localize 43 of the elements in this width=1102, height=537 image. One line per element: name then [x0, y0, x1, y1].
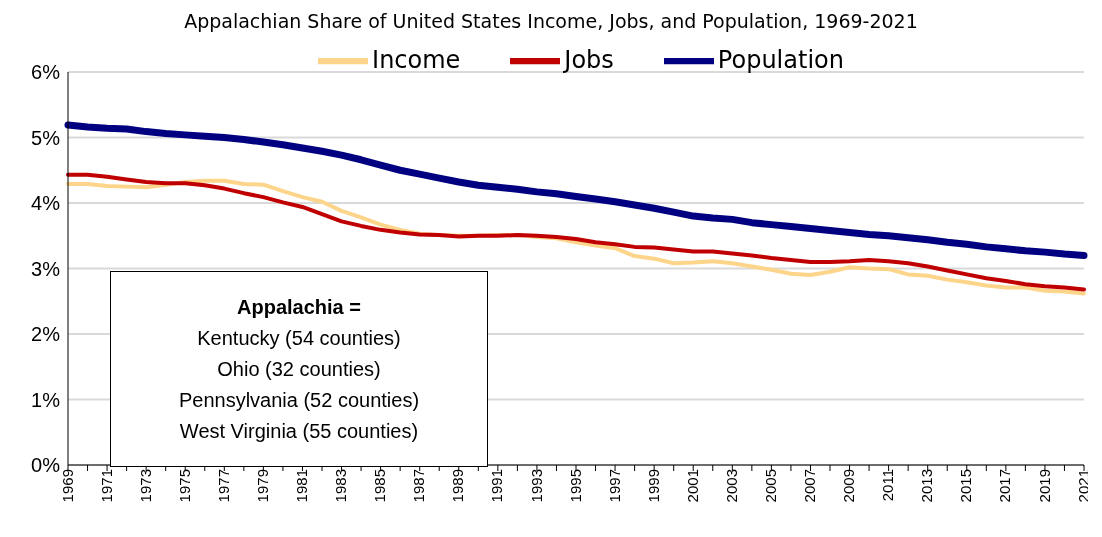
y-tick-label: 0% [31, 454, 61, 477]
x-tick-label: 1991 [488, 469, 506, 503]
x-tick-label: 1997 [605, 469, 623, 503]
y-tick-label: 6% [31, 61, 61, 84]
annotation: Ohio (32 counties) [217, 356, 381, 382]
x-tick-label: 2005 [762, 469, 780, 503]
x-tick-label: 2011 [879, 469, 897, 502]
x-tick-label: 1987 [410, 469, 428, 503]
y-tick-label: 3% [31, 257, 61, 280]
y-tick-label: 1% [31, 388, 61, 411]
x-tick-label: 2019 [1035, 469, 1053, 503]
x-tick-label: 1975 [175, 469, 193, 503]
x-tick-label: 1979 [254, 469, 272, 503]
legend-label: Jobs [564, 46, 614, 74]
annotation: Pennsylvania (52 counties) [178, 387, 420, 413]
x-tick-label: 1971 [97, 469, 115, 503]
x-tick-label: 1983 [332, 469, 350, 503]
y-tick-label: 4% [31, 192, 61, 215]
annotation: Appalachia = [237, 294, 361, 320]
x-tick-label: 1969 [58, 469, 76, 503]
x-tick-label: 2013 [918, 469, 936, 503]
x-tick-label: 1995 [566, 469, 584, 503]
legend-label: Population [717, 46, 844, 74]
x-tick-label: 2007 [801, 469, 819, 503]
x-tick-label: 1989 [449, 469, 467, 503]
x-tick-label: 1973 [136, 469, 154, 503]
x-tick-label: 1981 [293, 469, 311, 503]
chart-title: Appalachian Share of United States Income, Jobs, and Population, 1969-2021 [183, 10, 919, 32]
y-tick-label: 5% [31, 126, 61, 149]
x-tick-label: 1993 [527, 469, 545, 503]
x-tick-label: 2021 [1074, 469, 1092, 503]
x-tick-label: 2015 [957, 469, 975, 503]
annotation: West Virginia (55 counties) [179, 418, 419, 444]
x-tick-label: 1985 [371, 469, 389, 503]
x-tick-label: 2003 [722, 469, 740, 503]
annotation: Kentucky (54 counties) [197, 325, 401, 351]
x-tick-label: 1999 [644, 469, 662, 503]
y-tick-label: 2% [31, 323, 61, 346]
legend-label: Income [372, 46, 461, 74]
x-tick-label: 2001 [683, 469, 701, 503]
x-tick-label: 2017 [996, 469, 1014, 503]
x-tick-label: 1977 [214, 469, 232, 503]
x-tick-label: 2009 [840, 469, 858, 503]
